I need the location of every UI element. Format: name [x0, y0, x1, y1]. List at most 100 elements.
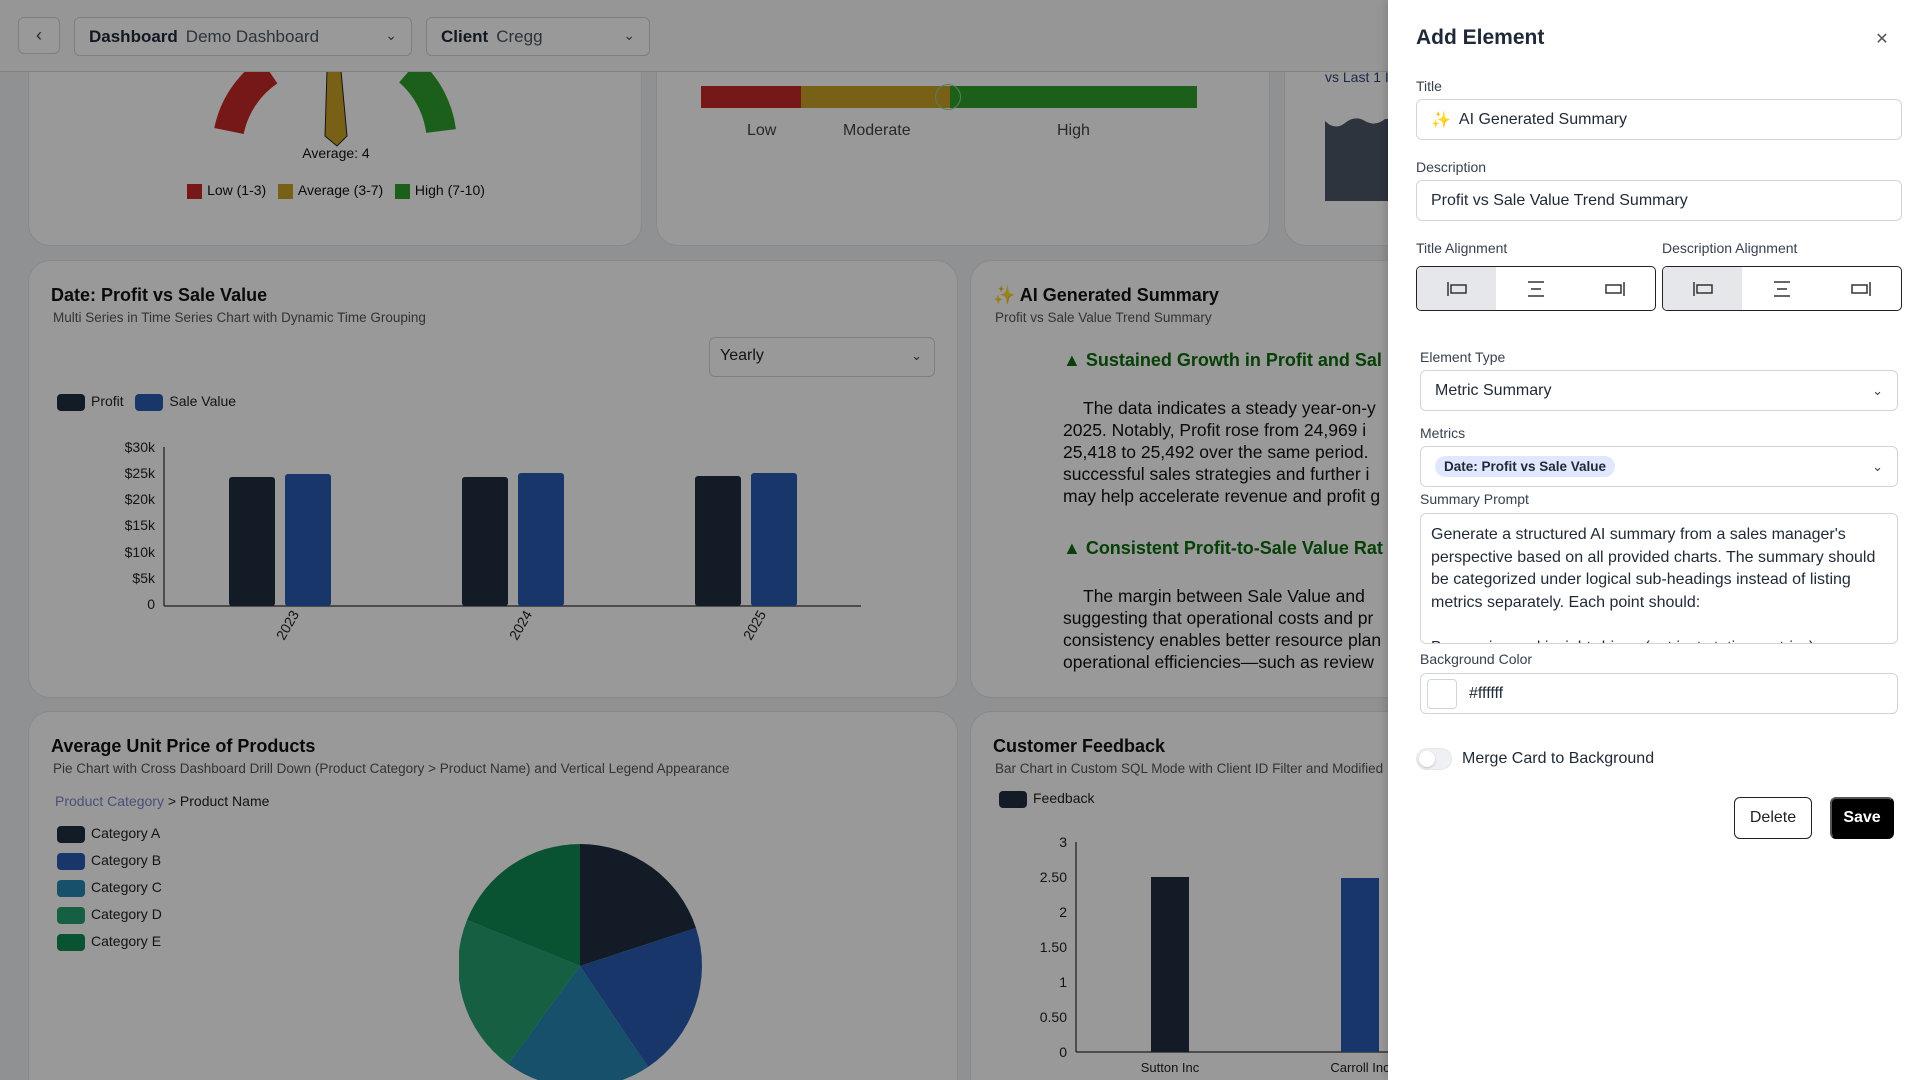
background-color-input[interactable]: #ffffff — [1420, 673, 1898, 714]
gauge-legend: Low (1-3) Average (3-7) High (7-10) — [29, 182, 641, 199]
progress-bar-card: Low Moderate High — [656, 40, 1270, 246]
bar-chart: $30k$25k$20k $15k$10k$5k0 2023 2024 2025 — [125, 439, 861, 643]
summary-prompt-label: Summary Prompt — [1420, 491, 1529, 507]
client-select[interactable]: Client Cregg ⌄ — [426, 17, 650, 56]
sparkles-icon: ✨ — [993, 285, 1016, 305]
title-align-left-button[interactable] — [1417, 267, 1497, 310]
time-grouping-select[interactable]: Yearly ⌄ — [709, 337, 935, 377]
svg-text:Carroll Inc: Carroll Inc — [1330, 1060, 1390, 1075]
area-chart — [1325, 118, 1405, 201]
dashboard-select[interactable]: Dashboard Demo Dashboard ⌄ — [74, 17, 412, 56]
delete-button[interactable]: Delete — [1734, 797, 1812, 839]
area-subtitle: vs Last 1 I — [1325, 69, 1389, 85]
merge-card-label: Merge Card to Background — [1462, 750, 1655, 767]
svg-text:$5k: $5k — [132, 570, 156, 586]
breadcrumb-link[interactable]: Product Category — [55, 793, 164, 809]
legend-item[interactable]: Category D — [57, 901, 162, 928]
metrics-select[interactable]: Date: Profit vs Sale Value ⌄ — [1420, 446, 1898, 487]
legend-item-high: High (7-10) — [394, 182, 485, 199]
sparkles-icon: ✨ — [1431, 111, 1451, 129]
svg-text:3: 3 — [1059, 834, 1067, 850]
align-right-icon — [1605, 281, 1626, 296]
feedback-legend: Feedback — [999, 790, 1094, 808]
svg-text:$10k: $10k — [125, 544, 156, 560]
card-title: ✨ AI Generated Summary — [993, 285, 1219, 305]
chevron-down-icon: ⌄ — [623, 27, 635, 43]
gauge-average-label: Average: 4 — [302, 145, 370, 161]
dashboard-select-label: Dashboard — [89, 26, 178, 46]
align-right-icon — [1851, 281, 1872, 296]
align-left-icon — [1692, 281, 1713, 296]
card-subtitle: Profit vs Sale Value Trend Summary — [995, 310, 1212, 325]
summary-heading: ▲ Sustained Growth in Profit and Sal — [1063, 350, 1382, 370]
color-swatch[interactable] — [1427, 678, 1457, 709]
back-button[interactable]: ‹ — [18, 17, 60, 54]
legend-item[interactable]: Category B — [57, 847, 162, 874]
dashboard-select-value: Demo Dashboard — [185, 26, 320, 46]
profit-sale-chart-card: Date: Profit vs Sale Value Multi Series … — [28, 260, 958, 698]
svg-text:0.50: 0.50 — [1040, 1009, 1067, 1025]
card-subtitle: Bar Chart in Custom SQL Mode with Client… — [995, 761, 1384, 776]
summary-body: ▲ Sustained Growth in Profit and Sal The… — [1063, 349, 1883, 697]
title-input[interactable]: ✨ AI Generated Summary — [1416, 99, 1902, 140]
close-icon: ✕ — [1875, 31, 1889, 48]
legend-item-average: Average (3-7) — [277, 182, 383, 199]
align-center-icon — [1527, 280, 1544, 297]
svg-text:0: 0 — [147, 596, 155, 612]
svg-text:0: 0 — [1059, 1044, 1067, 1060]
client-select-label: Client — [441, 26, 489, 46]
description-align-center-button[interactable] — [1742, 267, 1821, 310]
modal-overlay[interactable] — [0, 0, 1388, 1080]
title-alignment-label: Title Alignment — [1416, 240, 1508, 256]
legend-item[interactable]: Category E — [57, 928, 162, 955]
description-label: Description — [1416, 159, 1487, 175]
legend-item[interactable]: Category A — [57, 820, 162, 847]
pie-legend: Category A Category B Category C Categor… — [57, 820, 162, 955]
breadcrumb-current: > Product Name — [167, 793, 270, 809]
pie-chart-card: Average Unit Price of Products Pie Chart… — [28, 711, 958, 1080]
summary-paragraph: The margin between Sale Value and sugges… — [1063, 586, 1382, 672]
description-alignment-group — [1662, 266, 1902, 311]
title-alignment-group — [1416, 266, 1656, 311]
merge-card-toggle[interactable] — [1416, 748, 1452, 770]
metric-chip[interactable]: Date: Profit vs Sale Value — [1435, 456, 1616, 477]
feedback-bar-chart: 3 2.50 2 1.50 1 0.50 0 Sutton Inc Carroll Inc — [1040, 834, 1471, 1075]
progress-label-moderate: Moderate — [843, 122, 911, 139]
save-button[interactable]: Save — [1830, 797, 1894, 839]
drilldown-breadcrumb: Product Category > Product Name — [55, 793, 269, 809]
element-type-label: Element Type — [1420, 349, 1506, 365]
summary-paragraph: The data indicates a steady year-on-y 20… — [1063, 398, 1381, 506]
legend-item[interactable]: Category C — [57, 874, 162, 901]
align-center-icon — [1773, 280, 1790, 297]
description-align-left-button[interactable] — [1663, 267, 1743, 310]
chevron-down-icon: ⌄ — [1872, 459, 1883, 474]
card-subtitle: Pie Chart with Cross Dashboard Drill Dow… — [53, 761, 730, 776]
progress-marker — [935, 84, 961, 110]
chevron-down-icon: ⌄ — [385, 27, 397, 43]
description-input[interactable]: Profit vs Sale Value Trend Summary — [1416, 180, 1902, 221]
element-type-select[interactable]: Metric Summary ⌄ — [1420, 370, 1898, 411]
gauge-card: Average: 4 Low (1-3) Average (3-7) High … — [28, 40, 642, 246]
panel-title: Add Element — [1416, 26, 1545, 49]
card-title: Date: Profit vs Sale Value — [51, 285, 268, 305]
legend-item-profit[interactable]: Profit — [57, 393, 124, 411]
description-align-right-button[interactable] — [1822, 267, 1901, 310]
close-button[interactable]: ✕ — [1872, 30, 1892, 50]
svg-text:$20k: $20k — [125, 491, 156, 507]
add-element-panel: Add Element ✕ Title ✨ AI Generated Summa… — [1388, 0, 1920, 1080]
svg-text:2: 2 — [1059, 904, 1067, 920]
description-alignment-label: Description Alignment — [1662, 240, 1798, 256]
legend-item-feedback[interactable]: Feedback — [999, 790, 1094, 808]
legend-item-sale-value[interactable]: Sale Value — [135, 393, 236, 411]
svg-text:1: 1 — [1059, 974, 1067, 990]
progress-label-high: High — [1057, 122, 1090, 139]
legend-item-low: Low (1-3) — [187, 182, 266, 199]
chart-legend: Profit Sale Value — [57, 393, 236, 411]
summary-prompt-textarea[interactable]: Generate a structured AI summary from a … — [1420, 513, 1898, 644]
svg-text:$15k: $15k — [125, 517, 156, 533]
title-align-center-button[interactable] — [1496, 267, 1575, 310]
card-title: Customer Feedback — [993, 736, 1166, 756]
pie-chart — [459, 844, 702, 1080]
title-align-right-button[interactable] — [1576, 267, 1655, 310]
client-select-value: Cregg — [496, 26, 543, 46]
